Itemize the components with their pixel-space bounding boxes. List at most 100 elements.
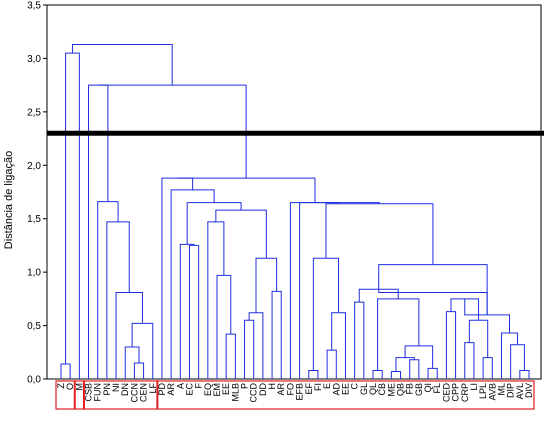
y-tick-label: 0,0 (27, 375, 41, 386)
leaf-label: CCD (249, 383, 259, 403)
dendrogram-link (133, 362, 145, 379)
leaf-label: LPL (478, 383, 488, 399)
leaf-label: M (74, 383, 84, 391)
leaf-label: A (175, 383, 185, 389)
dendrogram-link (215, 209, 267, 259)
dendrogram-link (248, 312, 264, 379)
dendrogram-link (98, 84, 247, 179)
leaf-label: CEN (139, 383, 149, 402)
dendrogram-link (445, 311, 457, 379)
leaf-label: P (240, 383, 250, 389)
dendrogram-link (464, 298, 510, 334)
dendrogram-link (244, 319, 255, 379)
leaf-label: PD (157, 383, 167, 396)
dendrogram-link (65, 52, 80, 379)
leaf-label: DN (120, 383, 130, 396)
leaf-label: O (65, 383, 75, 390)
dendrogram-links (60, 44, 530, 379)
leaf-label: AR (276, 383, 286, 396)
leaf-label: FI (313, 383, 323, 391)
group-boxes (55, 380, 535, 410)
dendrogram-link (207, 221, 225, 379)
leaf-label: FB (405, 383, 415, 395)
dendrogram-link (395, 357, 415, 372)
dendrogram-link (468, 319, 489, 358)
leaf-label: AVB (487, 383, 497, 400)
y-axis: 0,0 0,5 1,0 1,5 2,0 2,5 3,0 3,5 (27, 1, 47, 386)
leaf-label: CPP (451, 383, 461, 402)
leaf-label: Z (56, 383, 66, 389)
dendrogram-link (482, 357, 493, 379)
dendrogram-link (331, 312, 346, 379)
dendrogram-link (255, 257, 278, 313)
leaf-label: EFB (295, 383, 305, 401)
leaf-label: AR (166, 383, 176, 396)
dendrogram-link (179, 243, 195, 379)
dendrogram-link (427, 367, 438, 379)
leaf-label: EE (221, 383, 231, 395)
dendrogram-link (60, 363, 71, 379)
y-axis-title: Distância de ligação (3, 151, 15, 249)
leaf-label: C (350, 383, 360, 390)
cluster-group-box (82, 380, 159, 410)
leaf-label: EF (304, 383, 314, 395)
leaf-label: CED (441, 383, 451, 403)
dendrogram-link (225, 333, 236, 379)
leaf-label: DIP (506, 383, 516, 398)
dendrogram-link (500, 332, 519, 379)
dendrogram-link (131, 322, 154, 379)
dendrogram-link (216, 274, 232, 379)
leaf-label: CSB (84, 383, 94, 402)
dendrogram-link (519, 369, 530, 379)
leaf-label: EE (340, 383, 350, 395)
leaf-label: ME (386, 383, 396, 397)
dendrogram-link (271, 290, 282, 379)
y-tick-label: 1,5 (27, 214, 41, 225)
dendrogram-link (124, 346, 140, 379)
dendrogram-link (186, 202, 242, 245)
leaf-label: EC (184, 383, 194, 396)
y-tick-label: 3,0 (27, 54, 41, 65)
dendrogram-link (450, 298, 480, 321)
dendrogram-link (161, 177, 194, 379)
leaf-label: CCN (129, 383, 139, 403)
dendrogram-link (308, 369, 319, 379)
leaf-label: FL (432, 383, 442, 394)
leaf-label: PN (102, 383, 112, 396)
dendrogram-link (378, 289, 488, 315)
leaf-label: QB (396, 383, 406, 396)
cluster-group-box (73, 380, 85, 410)
dendrogram-link (464, 342, 475, 379)
y-tick-label: 2,0 (27, 161, 41, 172)
leaf-label: CRP (460, 383, 470, 402)
leaf-label: ML (496, 383, 506, 396)
leaf-label: GB (414, 383, 424, 396)
dendrogram-link (326, 349, 337, 379)
y-tick-label: 3,5 (27, 1, 41, 12)
dendrogram-link (372, 369, 383, 379)
leaf-label: EQ (203, 383, 213, 396)
dendrogram-link (378, 264, 488, 315)
leaf-label: AVL (515, 383, 525, 399)
y-tick-label: 0,5 (27, 321, 41, 332)
dendrogram-link (71, 44, 173, 86)
leaf-label: H (267, 383, 277, 390)
leaf-label: CB (377, 383, 387, 396)
y-tick-label: 1,0 (27, 268, 41, 279)
dendrogram-link (390, 371, 402, 379)
plot-frame (46, 4, 542, 380)
leaf-label: LF (148, 383, 158, 394)
dendrogram-link (289, 202, 340, 379)
dendrogram-link (510, 344, 525, 379)
leaf-label: GL (359, 383, 369, 395)
leaf-label: QI (423, 383, 433, 393)
dendrogram-link (354, 301, 365, 379)
leaf-label: AD (331, 383, 341, 396)
dendrogram-link (106, 221, 130, 379)
dendrogram-link (409, 359, 420, 379)
dendrogram-link (325, 203, 434, 265)
plot-area (46, 4, 542, 380)
dendrogram-link (97, 201, 119, 379)
dendrogram-link (188, 244, 200, 379)
